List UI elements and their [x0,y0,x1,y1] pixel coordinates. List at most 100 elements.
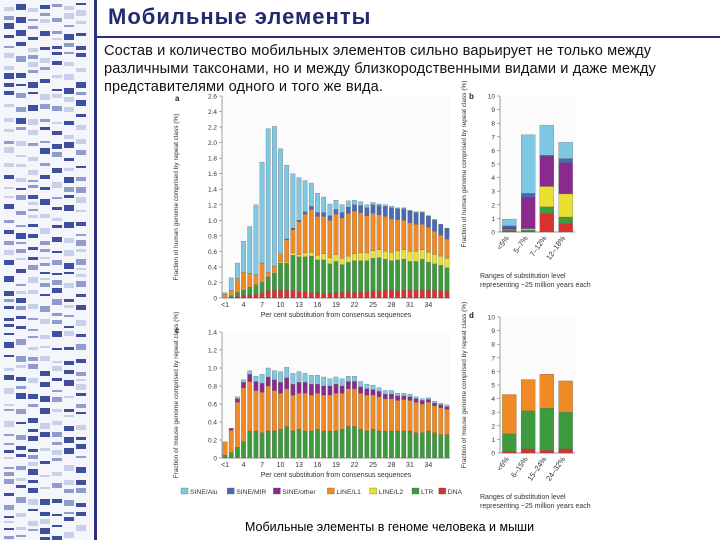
gel-band [16,513,26,517]
y-tick-label-a: 0.2 [208,280,217,287]
bar-segment-a-27-sine-alu [389,206,394,209]
bar-segment-b-1-ltr [521,229,536,232]
bar-segment-c-32-line-l1 [419,403,425,433]
bar-segment-a-21-line-l2 [352,253,357,261]
bar-segment-a-10-line-l1 [284,239,290,262]
legend-swatch [411,487,420,495]
gel-band [4,299,14,302]
gel-band [16,535,26,537]
bar-segment-a-34-sine-mir [432,219,437,232]
gel-band [16,42,26,46]
gel-band [28,19,38,21]
bar-segment-c-20-sine-other [345,381,351,389]
bar-segment-b-2-line-l2 [539,186,554,207]
gel-band [64,6,74,10]
gel-band [28,257,38,260]
bar-segment-a-36-sine-mir [444,227,450,240]
gel-band [40,487,50,489]
gel-band [40,58,50,63]
bar-segment-d-2-dna [539,450,554,454]
bar-segment-d-0-dna [502,451,517,454]
bar-segment-a-25-dna [376,290,382,299]
bar-segment-a-16-dna [321,293,327,299]
gel-band [76,234,86,236]
gel-band [28,436,38,441]
bar-segment-a-25-ltr [376,257,382,292]
gel-band [40,432,50,437]
x-tick-label-a: 25 [369,302,377,309]
bar-segment-a-10-sine-alu [284,165,290,240]
gel-band [16,478,26,481]
gel-band [28,521,38,526]
bar-segment-a-4-sine-alu [247,226,253,274]
gel-band [76,480,86,485]
gel-band [40,148,50,154]
gel-band [16,30,26,36]
bar-segment-a-23-dna [364,291,370,299]
gel-band [52,182,62,188]
gel-band [76,114,86,117]
gel-band [40,19,50,23]
y-axis-title-b: Fraction of human genome comprised by re… [461,81,468,248]
gel-band [16,242,26,244]
legend-label: DNA [448,489,463,496]
gel-band [76,46,86,50]
x-tick-label-a: 34 [425,302,433,309]
bar-segment-a-33-line-l2 [426,252,431,263]
gel-band [4,479,14,484]
bar-segment-c-22-ltr [358,429,363,459]
gel-band [52,75,62,78]
gel-band [52,280,62,285]
gel-band [28,469,38,475]
bar-segment-a-27-line-l2 [389,252,394,261]
bar-segment-a-30-line-l2 [407,251,413,262]
bar-segment-a-11-line-l1 [290,229,296,254]
bar-segment-a-24-line-l2 [370,250,376,259]
gel-band [76,456,86,458]
gel-band [28,119,38,125]
gel-band [28,55,38,59]
bar-segment-a-28-ltr [395,259,400,292]
gel-band [28,202,38,205]
bar-segment-c-36-line-l1 [444,409,450,435]
bar-segment-a-34-ltr [432,263,437,291]
gel-band [76,274,86,277]
bar-segment-b-0-sine-other [502,227,517,230]
gel-band [64,361,74,365]
gel-band [40,141,50,143]
bar-segment-a-26-ltr [382,259,388,291]
gel-band [52,197,62,199]
dna-sequencing-gel-decoration [0,0,93,540]
gel-band [28,429,38,432]
gel-band [4,443,14,445]
legend-label: LINE/L2 [379,489,404,496]
bar-segment-a-36-ltr [444,267,450,292]
bar-segment-b-1-line-l2 [521,228,536,231]
gel-band [76,68,86,72]
gel-band [52,260,62,265]
bar-segment-c-9-sine-other [278,382,283,394]
gel-band [64,299,74,302]
gel-band [76,344,86,350]
gel-band [4,66,14,70]
bar-segment-c-15-sine-other [315,384,320,394]
bar-segment-a-36-dna [444,290,450,299]
gel-band [4,291,14,296]
gel-band [28,224,38,227]
gel-band [40,214,50,218]
gel-band [16,249,26,253]
bar-segment-c-23-line-l1 [364,394,370,432]
bar-segment-c-11-sine-other [290,384,296,396]
bar-segment-c-19-sine-alu [339,378,345,387]
bar-segment-a-11-sine-mir [290,227,296,230]
bar-segment-c-12-line-l1 [296,393,302,430]
bar-segment-a-21-ltr [352,260,357,293]
gel-band [76,210,86,212]
y-tick-label-c: 0.8 [208,384,217,391]
gel-band [16,56,26,62]
gel-band [52,536,62,540]
bar-segment-c-0-line-l1 [222,441,228,456]
bar-segment-c-34-sine-alu [432,401,437,404]
bar-segment-a-32-dna [419,290,425,299]
